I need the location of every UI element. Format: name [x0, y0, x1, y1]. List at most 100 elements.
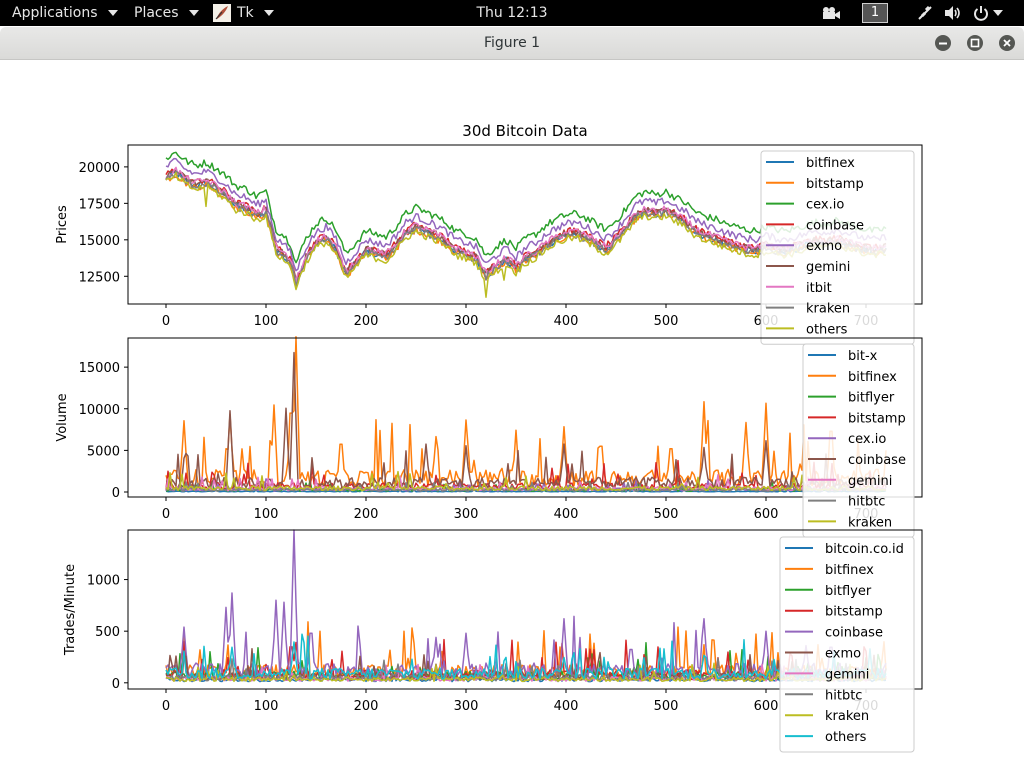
- legend-entry: hitbtc: [825, 688, 862, 703]
- volume-icon[interactable]: [942, 0, 964, 26]
- tk-menu-label: Tk: [237, 5, 254, 21]
- x-tick-label: 200: [354, 699, 379, 714]
- y-tick-label: 15000: [79, 234, 120, 249]
- x-tick-label: 0: [162, 699, 170, 714]
- power-icon: [974, 6, 988, 21]
- legend-entry: kraken: [848, 515, 892, 530]
- chevron-down-icon: [263, 10, 274, 16]
- legend-entry: coinbase: [825, 626, 883, 641]
- places-menu-label: Places: [134, 5, 179, 21]
- y-tick-label: 0: [112, 486, 120, 501]
- tk-app-menu[interactable]: Tk: [213, 0, 274, 26]
- legend-entry: bitstamp: [825, 605, 883, 620]
- legend-entry: exmo: [806, 239, 842, 254]
- x-tick-label: 200: [354, 314, 379, 329]
- x-tick-label: 100: [254, 314, 279, 329]
- workspace-indicator[interactable]: 1: [862, 3, 888, 23]
- legend: bit-x bitfinex bitflyer bitstamp cex.io coinb…: [802, 343, 915, 538]
- legend-entry: coinbase: [848, 453, 906, 468]
- x-tick-label: 400: [554, 699, 579, 714]
- legend-entry: hitbtc: [848, 495, 885, 510]
- legend-entry: bitfinex: [848, 370, 897, 385]
- applications-menu-label: Applications: [12, 5, 98, 21]
- legend: bitfinex bitstamp cex.io coinbase exmo gemini…: [760, 150, 915, 345]
- y-tick-label: 10000: [79, 403, 120, 418]
- y-axis-label: Volume: [55, 393, 70, 441]
- legend-entry: gemini: [806, 260, 850, 275]
- x-tick-label: 400: [554, 507, 579, 522]
- legend-entry: bitcoin.co.id: [825, 542, 904, 557]
- legend-entry: kraken: [806, 302, 850, 317]
- legend-entry: gemini: [825, 667, 869, 682]
- camera-icon[interactable]: [818, 0, 844, 26]
- y-axis-label: Prices: [55, 205, 70, 244]
- x-tick-label: 600: [754, 699, 779, 714]
- y-tick-label: 20000: [79, 161, 120, 176]
- legend-entry: others: [806, 322, 848, 337]
- places-menu[interactable]: Places: [134, 0, 199, 26]
- legend-entry: cex.io: [806, 198, 844, 213]
- chevron-down-icon: [993, 10, 1003, 16]
- x-tick-label: 100: [254, 699, 279, 714]
- legend-entry: bit-x: [848, 349, 878, 364]
- chevron-down-icon: [188, 10, 199, 16]
- series-line-kraken: [165, 470, 887, 492]
- top-panel: Applications Places Tk Thu 12:13 1: [0, 0, 1024, 26]
- tk-feather-icon: [213, 4, 231, 22]
- clock[interactable]: Thu 12:13: [476, 5, 548, 21]
- x-tick-label: 100: [254, 507, 279, 522]
- legend-entry: bitstamp: [848, 411, 906, 426]
- x-tick-label: 500: [654, 507, 679, 522]
- y-tick-label: 12500: [79, 270, 120, 285]
- x-tick-label: 200: [354, 507, 379, 522]
- chevron-down-icon: [107, 10, 118, 16]
- minimize-icon: [939, 42, 947, 45]
- close-icon: [1003, 39, 1011, 47]
- close-button[interactable]: [999, 35, 1015, 51]
- x-tick-label: 300: [454, 314, 479, 329]
- x-tick-label: 300: [454, 699, 479, 714]
- legend-box: [779, 536, 915, 753]
- legend-entry: itbit: [806, 281, 832, 296]
- legend-entry: bitfinex: [825, 563, 874, 578]
- applications-menu[interactable]: Applications: [12, 0, 118, 26]
- legend-entry: kraken: [825, 709, 869, 724]
- x-tick-label: 0: [162, 314, 170, 329]
- figure-canvas[interactable]: 0100200300400500600700125001500017500200…: [0, 59, 1024, 768]
- legend-entry: bitfinex: [806, 156, 855, 171]
- window-title: Figure 1: [483, 35, 541, 51]
- series-line-bit-x: [165, 488, 887, 493]
- legend-entry: bitflyer: [848, 391, 895, 406]
- legend: bitcoin.co.id bitfinex bitflyer bitstamp coi…: [779, 536, 915, 753]
- y-axis-label: Trades/Minute: [63, 564, 78, 656]
- series-line-hitbtc: [165, 481, 887, 492]
- maximize-button[interactable]: [967, 35, 983, 51]
- power-menu[interactable]: [970, 0, 1006, 26]
- series-line-bitfinex: [165, 336, 887, 487]
- y-tick-label: 0: [112, 677, 120, 692]
- x-tick-label: 0: [162, 507, 170, 522]
- legend-entry: others: [825, 730, 867, 745]
- subplot-3: 010020030040050060070005001000Trades/Min…: [63, 529, 923, 714]
- y-tick-label: 17500: [79, 197, 120, 212]
- x-tick-label: 300: [454, 507, 479, 522]
- maximize-icon: [970, 38, 980, 48]
- legend-entry: exmo: [825, 647, 861, 662]
- legend-entry: cex.io: [848, 432, 886, 447]
- network-disabled-icon[interactable]: [914, 0, 936, 26]
- series-line-coinbase: [165, 351, 887, 490]
- window-titlebar[interactable]: Figure 1: [0, 27, 1024, 60]
- axes-frame: [127, 529, 923, 690]
- chart-title: 30d Bitcoin Data: [462, 122, 587, 140]
- y-tick-label: 5000: [87, 444, 120, 459]
- axes-frame: [127, 337, 923, 498]
- y-tick-label: 1000: [87, 574, 120, 589]
- minimize-button[interactable]: [935, 35, 951, 51]
- y-tick-label: 15000: [79, 361, 120, 376]
- subplot-2: 0100200300400500600700050001000015000Vol…: [55, 336, 923, 522]
- series-line-others: [165, 633, 887, 680]
- x-tick-label: 500: [654, 699, 679, 714]
- legend-entry: coinbase: [806, 218, 864, 233]
- legend-entry: bitflyer: [825, 584, 872, 599]
- x-tick-label: 400: [554, 314, 579, 329]
